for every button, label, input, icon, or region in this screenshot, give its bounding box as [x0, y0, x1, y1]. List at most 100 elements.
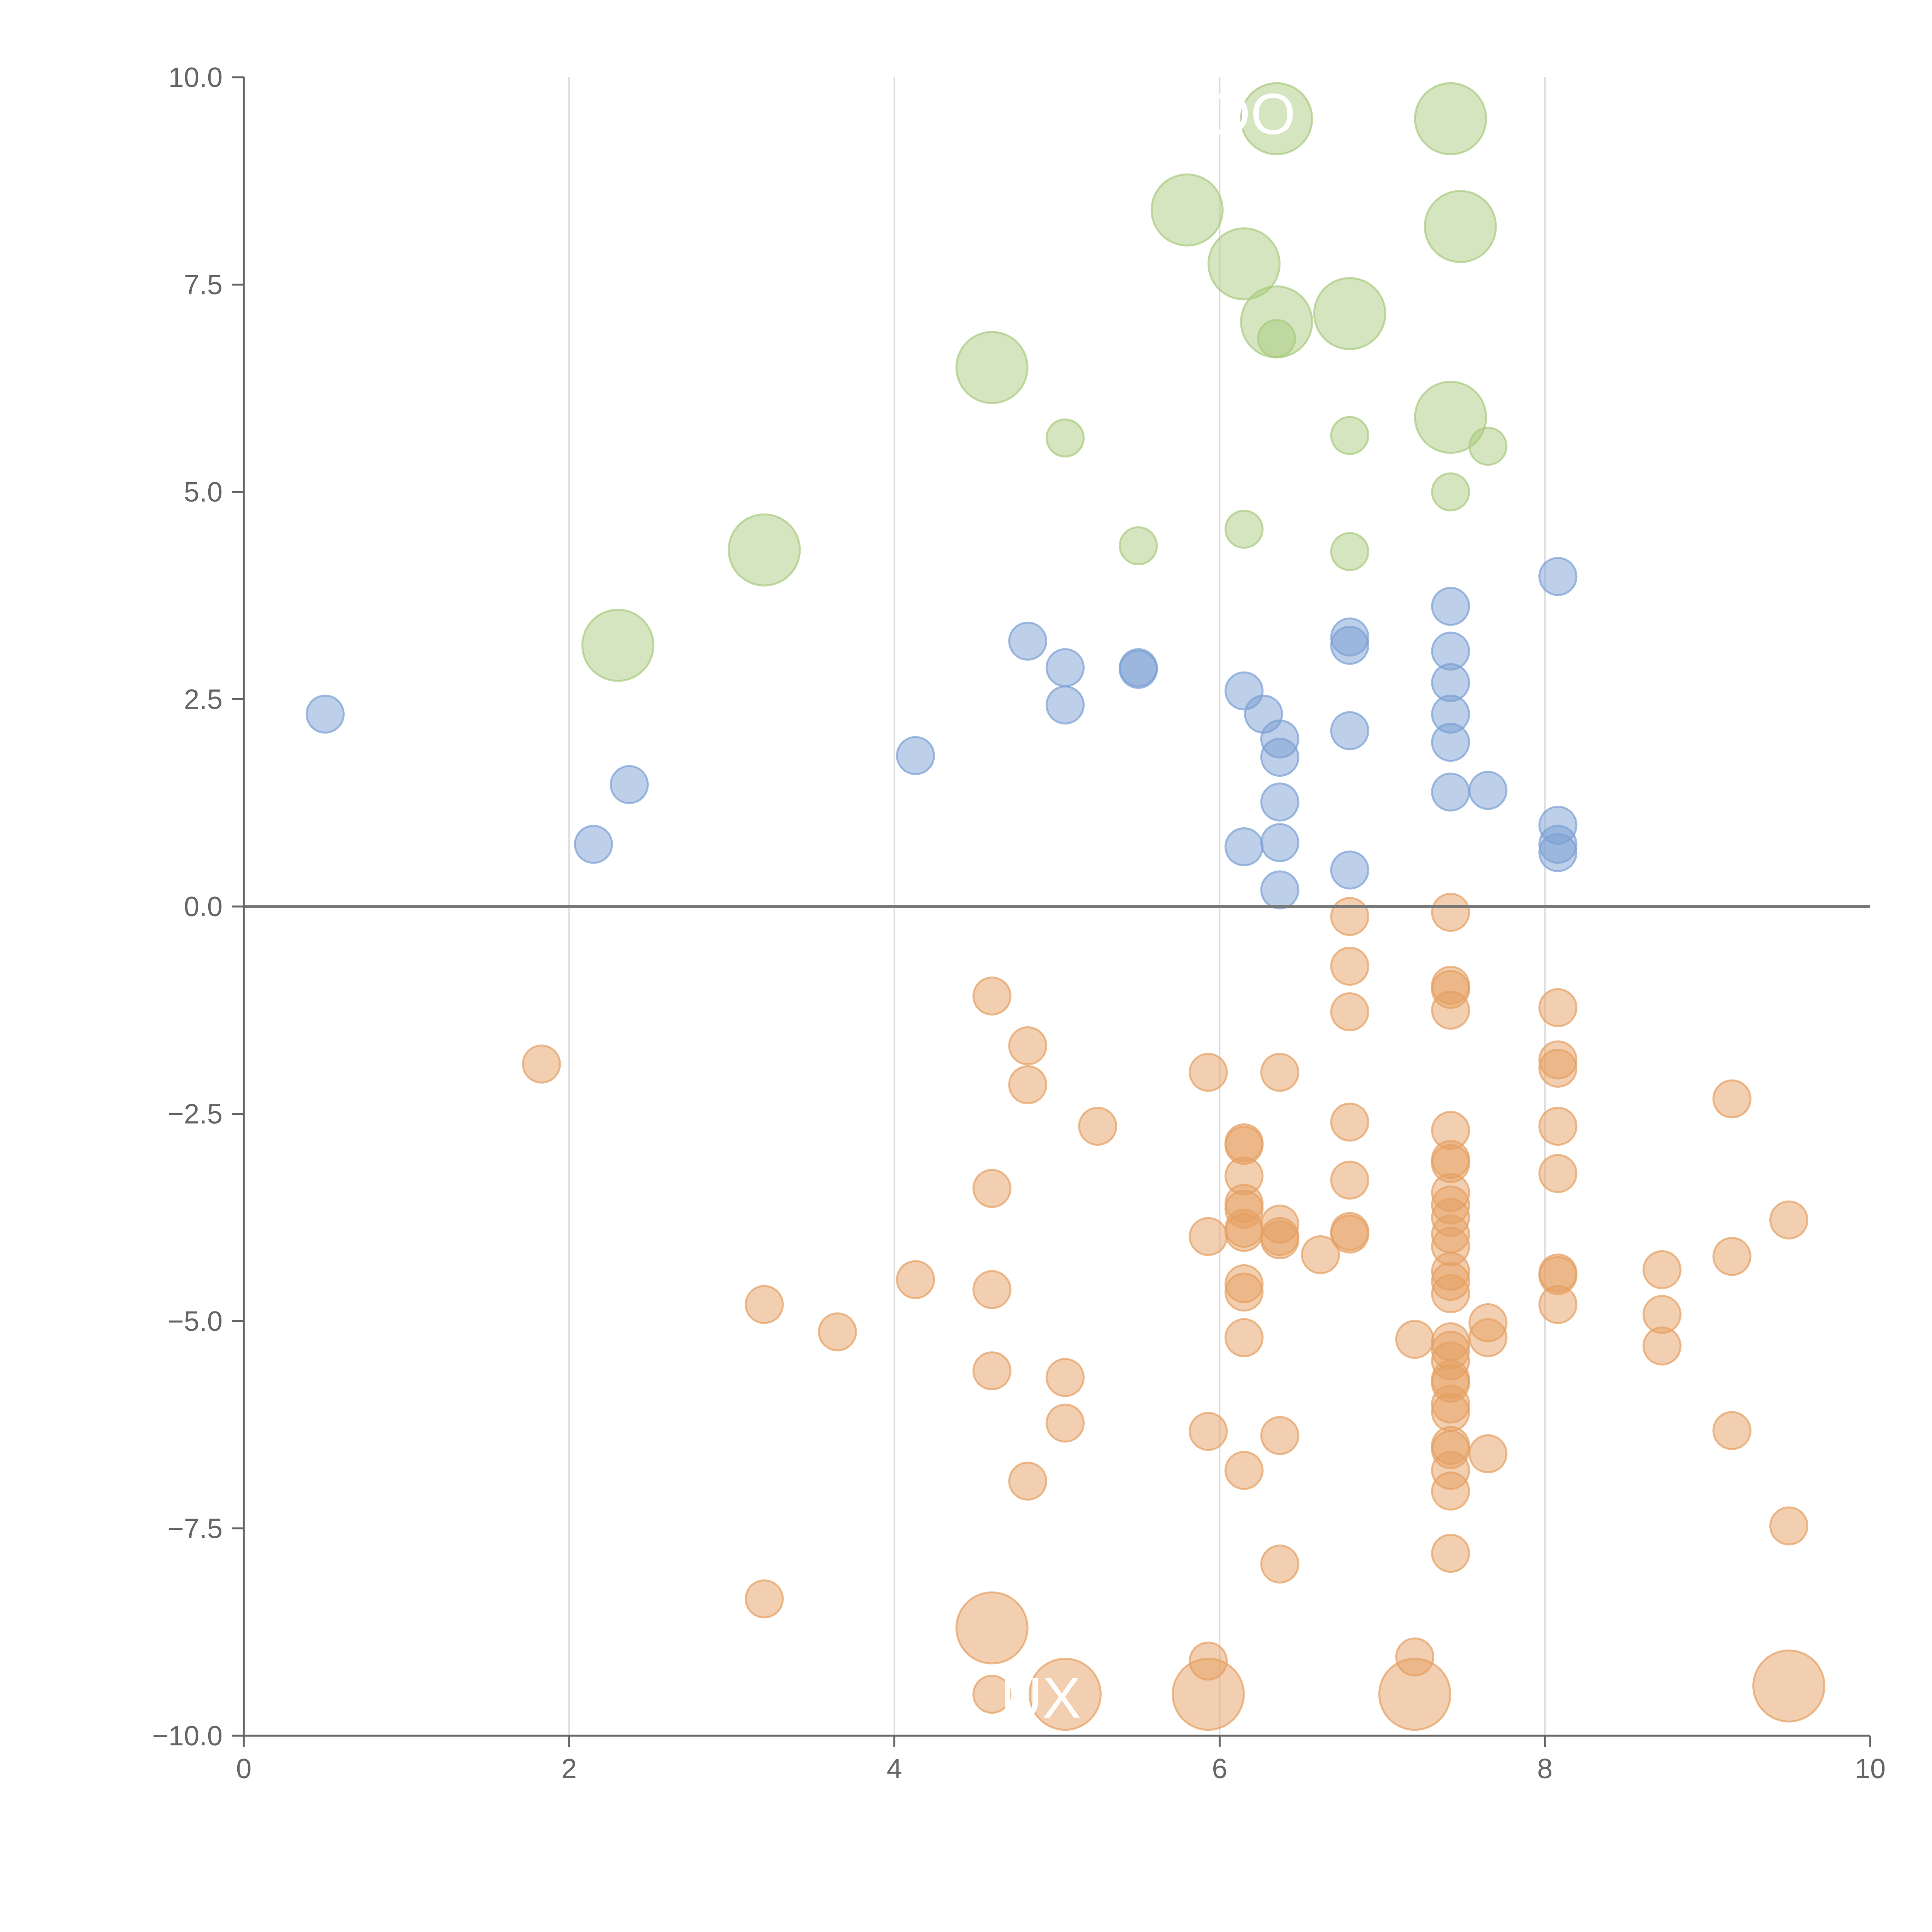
- data-point-s0-15: [1119, 526, 1158, 565]
- data-point-s1-13: [1260, 738, 1299, 777]
- data-point-s2-38: [1260, 1416, 1299, 1455]
- data-point-s2-39: [1260, 1544, 1299, 1584]
- data-point-s2-41: [1330, 897, 1369, 936]
- data-point-s2-14: [1046, 1358, 1085, 1397]
- data-point-s0-7: [1257, 319, 1296, 358]
- y-tick-label-3: 2.5: [184, 684, 223, 715]
- data-point-s2-19: [1189, 1217, 1228, 1256]
- data-point-s1-6: [1046, 685, 1085, 725]
- data-point-s2-72: [1431, 1393, 1470, 1432]
- data-point-s1-1: [574, 825, 613, 864]
- data-point-s2-80: [1468, 1434, 1508, 1473]
- data-point-s0-11: [1414, 381, 1487, 454]
- data-point-s1-14: [1260, 782, 1299, 822]
- y-tick-label-8: −10.0: [152, 1721, 223, 1752]
- data-point-s2-8: [972, 1351, 1012, 1391]
- data-point-s2-6: [972, 1169, 1012, 1208]
- annotation-label-0: DO: [1209, 82, 1296, 146]
- x-tick-label-5: 10: [1855, 1753, 1886, 1784]
- data-point-s2-2: [745, 1579, 784, 1619]
- data-point-s2-11: [1008, 1026, 1048, 1066]
- y-tick-label-4: 0.0: [184, 891, 223, 922]
- data-point-s1-20: [1330, 850, 1369, 890]
- data-point-s2-13: [1008, 1461, 1048, 1501]
- data-point-s2-33: [1225, 1451, 1264, 1490]
- data-point-s2-12: [1008, 1065, 1048, 1104]
- data-point-s1-10: [1225, 827, 1264, 866]
- data-point-s2-91: [1642, 1326, 1682, 1366]
- data-point-s2-1: [745, 1285, 784, 1324]
- data-point-s0-2: [1150, 173, 1224, 247]
- data-point-s2-22: [1172, 1658, 1245, 1731]
- data-point-s2-42: [1330, 947, 1369, 986]
- data-point-s1-4: [1008, 621, 1048, 661]
- data-point-s2-94: [1712, 1411, 1752, 1450]
- data-point-s2-0: [522, 1044, 561, 1084]
- data-point-s2-5: [972, 976, 1012, 1016]
- data-point-s2-85: [1538, 1154, 1578, 1193]
- data-point-s2-45: [1330, 1160, 1369, 1200]
- data-point-s1-28: [1538, 557, 1578, 596]
- annotations: DO UX: [1000, 82, 1296, 1730]
- y-tick-label-0: 10.0: [168, 62, 223, 93]
- data-point-s0-9: [1046, 418, 1085, 458]
- data-point-s0-12: [1468, 427, 1508, 466]
- data-point-s2-54: [1431, 990, 1470, 1030]
- data-point-s0-3: [1423, 190, 1497, 263]
- data-point-s0-0: [1240, 82, 1313, 155]
- data-point-s2-83: [1538, 1048, 1578, 1088]
- data-point-s0-14: [728, 513, 801, 587]
- data-point-s2-37: [1260, 1220, 1299, 1260]
- data-point-s2-20: [1189, 1412, 1228, 1451]
- data-point-s1-27: [1468, 771, 1508, 810]
- data-point-s2-96: [1769, 1506, 1809, 1546]
- data-point-s2-18: [1189, 1053, 1228, 1092]
- data-point-s0-4: [1208, 227, 1281, 301]
- x-tick-label-4: 8: [1537, 1753, 1553, 1784]
- data-point-s2-79: [1468, 1318, 1508, 1357]
- data-point-s1-15: [1260, 823, 1299, 862]
- data-point-s1-5: [1046, 648, 1085, 687]
- x-tick-label-0: 0: [236, 1753, 252, 1784]
- data-point-s2-43: [1330, 992, 1369, 1032]
- data-point-s2-10: [972, 1675, 1012, 1714]
- data-point-s0-6: [1313, 277, 1386, 350]
- y-tick-label-1: 7.5: [184, 270, 223, 301]
- data-point-s2-88: [1538, 1285, 1578, 1324]
- data-point-s2-34: [1260, 1053, 1299, 1092]
- data-point-s2-92: [1712, 1079, 1752, 1119]
- data-point-s1-21: [1431, 587, 1470, 626]
- data-point-s0-8: [955, 331, 1029, 404]
- data-point-s2-93: [1712, 1237, 1752, 1276]
- data-point-s2-4: [896, 1260, 935, 1299]
- data-point-s1-18: [1330, 626, 1369, 665]
- data-point-s0-10: [1330, 416, 1369, 455]
- data-point-s2-29: [1225, 1213, 1264, 1252]
- y-tick-label-5: −2.5: [168, 1099, 223, 1130]
- data-point-s1-3: [896, 736, 935, 775]
- data-point-s1-19: [1330, 711, 1369, 750]
- data-point-s2-32: [1225, 1318, 1264, 1357]
- data-point-s2-31: [1225, 1272, 1264, 1312]
- data-point-s2-40: [1301, 1235, 1340, 1274]
- data-point-s2-81: [1538, 988, 1578, 1027]
- data-point-s2-51: [1431, 893, 1470, 932]
- data-point-s1-8: [1119, 650, 1158, 689]
- data-point-s0-16: [1225, 510, 1264, 549]
- data-point-s2-89: [1642, 1250, 1682, 1289]
- data-point-s2-7: [972, 1270, 1012, 1309]
- data-point-s0-1: [1414, 82, 1487, 155]
- data-point-s2-77: [1431, 1534, 1470, 1573]
- data-point-s2-9: [955, 1591, 1029, 1665]
- x-tick-label-3: 6: [1212, 1753, 1227, 1784]
- data-point-s2-76: [1431, 1471, 1470, 1511]
- data-point-s2-84: [1538, 1107, 1578, 1146]
- data-point-s2-50: [1378, 1658, 1451, 1731]
- data-point-s1-25: [1431, 723, 1470, 762]
- data-point-s1-26: [1431, 772, 1470, 812]
- data-point-s2-15: [1046, 1403, 1085, 1443]
- data-point-s2-48: [1395, 1320, 1434, 1359]
- y-tick-label-6: −5.0: [168, 1306, 223, 1337]
